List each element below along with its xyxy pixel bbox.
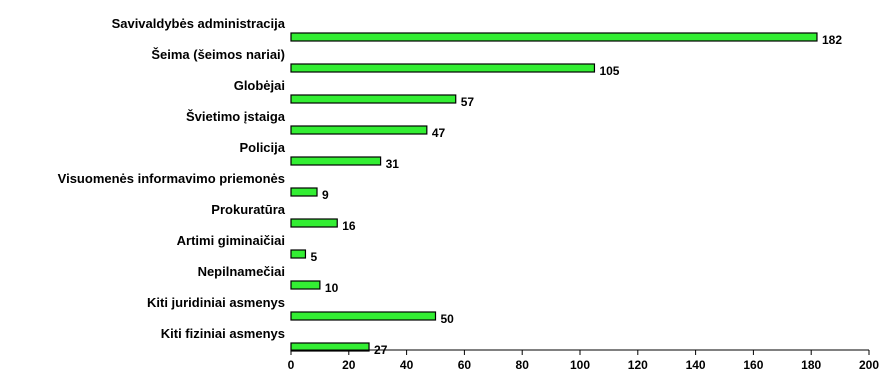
bar <box>290 125 428 135</box>
category-label: Šeima (šeimos nariai) <box>151 47 285 62</box>
x-tick-label: 20 <box>342 358 356 372</box>
bars <box>290 32 818 352</box>
bar <box>290 342 370 352</box>
bar <box>290 280 321 290</box>
x-tick-label: 140 <box>686 358 706 372</box>
x-axis: 0 20 40 60 80 100 120 140 160 180 200 <box>288 349 879 372</box>
x-tick-label: 160 <box>743 358 763 372</box>
value-label: 5 <box>310 250 317 264</box>
category-label: Policija <box>239 140 285 155</box>
bar <box>290 311 437 321</box>
bar <box>290 218 338 228</box>
category-label: Globėjai <box>234 78 285 93</box>
value-label: 50 <box>441 312 455 326</box>
bar <box>290 156 382 166</box>
category-label: Nepilnamečiai <box>198 264 285 279</box>
category-labels: Savivaldybės administracija Šeima (šeimos… <box>58 16 286 341</box>
value-label: 57 <box>461 95 475 109</box>
value-label: 105 <box>599 64 619 78</box>
value-label: 31 <box>386 157 400 171</box>
bar <box>290 187 318 197</box>
value-label: 9 <box>322 188 329 202</box>
category-label: Visuomenės informavimo priemonės <box>58 171 285 186</box>
value-label: 10 <box>325 281 339 295</box>
x-tick-label: 0 <box>288 358 295 372</box>
category-label: Artimi giminaičiai <box>177 233 285 248</box>
value-label: 182 <box>822 33 842 47</box>
category-label: Švietimo įstaiga <box>186 109 286 124</box>
x-tick-label: 180 <box>801 358 821 372</box>
category-label: Savivaldybės administracija <box>112 16 286 31</box>
category-label: Kiti juridiniai asmenys <box>147 295 285 310</box>
value-label: 16 <box>342 219 356 233</box>
x-tick-label: 80 <box>516 358 530 372</box>
category-label: Prokuratūra <box>211 202 285 217</box>
bar <box>290 32 818 42</box>
x-tick-label: 120 <box>628 358 648 372</box>
value-label: 47 <box>432 126 446 140</box>
category-label: Kiti fiziniai asmenys <box>161 326 285 341</box>
x-tick-label: 100 <box>570 358 590 372</box>
x-tick-label: 60 <box>458 358 472 372</box>
bar <box>290 249 307 259</box>
bar <box>290 63 596 73</box>
bar <box>290 94 457 104</box>
x-tick-label: 200 <box>859 358 879 372</box>
x-tick-label: 40 <box>400 358 414 372</box>
